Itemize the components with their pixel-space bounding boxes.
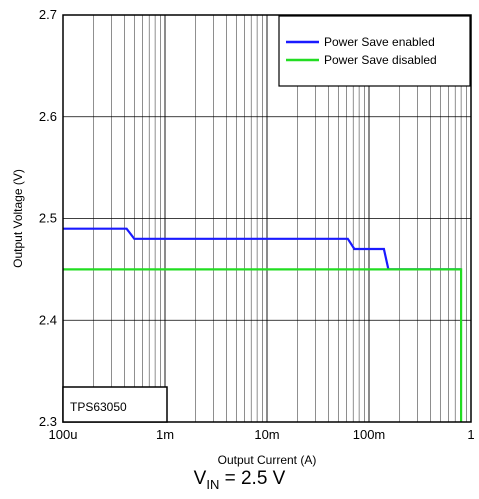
y-tick-label: 2.5 xyxy=(39,211,57,226)
y-tick-label: 2.6 xyxy=(39,109,57,124)
y-tick-label: 2.4 xyxy=(39,312,57,327)
y-tick-label: 2.7 xyxy=(39,7,57,22)
y-tick-label: 2.3 xyxy=(39,414,57,429)
legend-label-1: Power Save enabled xyxy=(324,35,435,49)
device-label: TPS63050 xyxy=(70,400,127,414)
series-line-1 xyxy=(63,227,462,271)
x-tick-label: 100u xyxy=(49,427,78,442)
x-axis-label: Output Current (A) xyxy=(218,453,317,467)
plot-frame xyxy=(62,14,472,423)
caption-v: V xyxy=(193,468,207,489)
legend-box xyxy=(278,15,471,87)
series-line-2 xyxy=(63,268,463,422)
x-tick-label: 10m xyxy=(254,427,279,442)
input-voltage-caption: VIN = 2.5 V xyxy=(0,468,479,492)
caption-value: = 2.5 V xyxy=(219,468,286,489)
caption-subscript: IN xyxy=(206,476,220,492)
x-tick-label: 100m xyxy=(353,427,386,442)
legend-label-2: Power Save disabled xyxy=(324,53,437,67)
x-tick-label: 1m xyxy=(156,427,174,442)
x-tick-label: 1 xyxy=(467,427,474,442)
device-label-box xyxy=(62,386,168,423)
y-axis-label: Output Voltage (V) xyxy=(11,169,25,268)
